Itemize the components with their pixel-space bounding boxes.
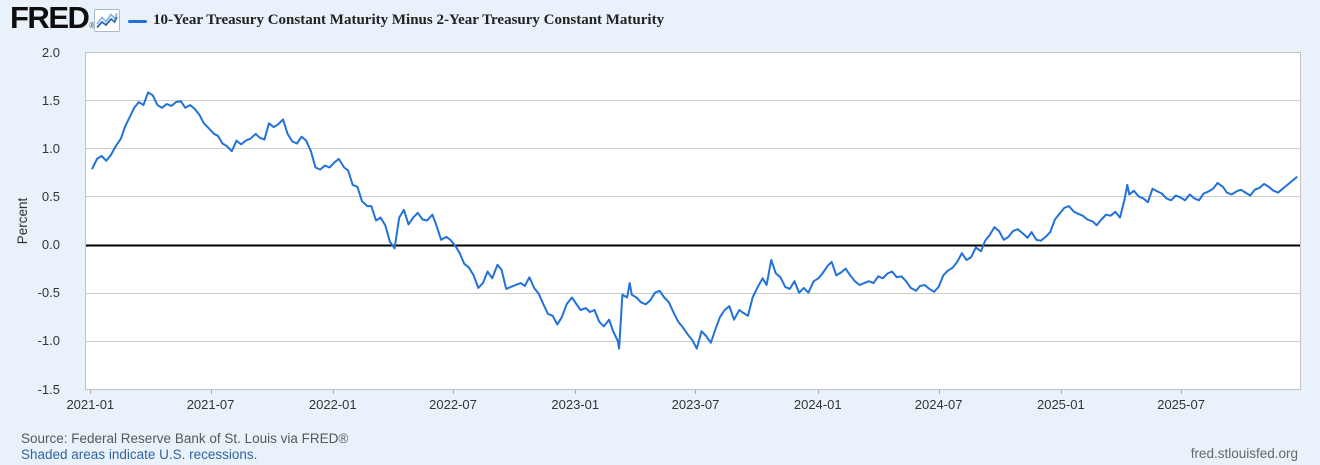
fred-logo-text: FRED [10, 0, 90, 35]
recession-shading-link[interactable]: Shaded areas indicate U.S. recessions. [21, 447, 258, 462]
registered-trademark-mark: ® [89, 21, 95, 30]
source-attribution-text: Source: Federal Reserve Bank of St. Loui… [21, 431, 349, 446]
fred-site-link[interactable]: fred.stlouisfed.org [1190, 446, 1298, 461]
plot-background [85, 52, 1301, 390]
fred-logo[interactable]: FRED® [10, 0, 95, 41]
legend-line-swatch [128, 20, 147, 23]
fred-sparkline-icon [94, 9, 120, 32]
chart-title: 10-Year Treasury Constant Maturity Minus… [153, 12, 665, 28]
data-line [91, 91, 1298, 350]
